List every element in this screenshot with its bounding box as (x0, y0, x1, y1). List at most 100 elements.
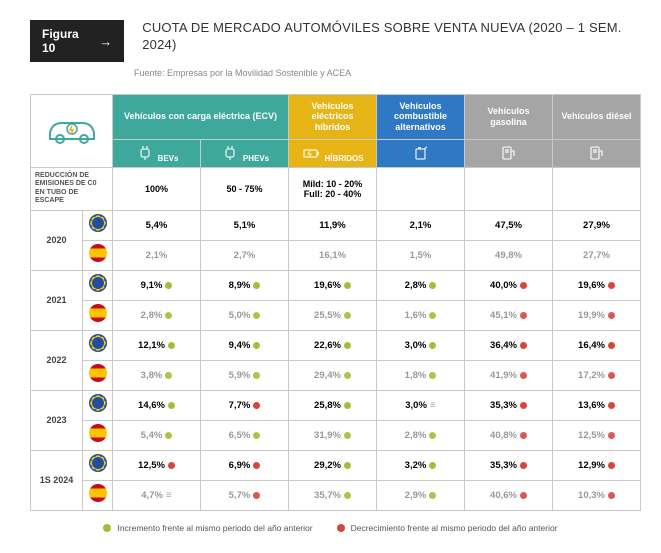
eu-flag-icon (89, 214, 107, 232)
year-label: 2023 (31, 390, 83, 450)
data-cell: 40,6% (465, 480, 553, 510)
dot-inc-icon (103, 524, 111, 532)
flag-cell (83, 330, 113, 360)
source-text: Fuente: Empresas por la Movilidad Sosten… (134, 68, 631, 80)
col-sub-bev: BEVs (113, 140, 201, 168)
data-cell: 13,6% (553, 390, 641, 420)
data-cell: 40,8% (465, 420, 553, 450)
table-row: 4,7%≡5,7%35,7%2,9%40,6%10,3% (31, 480, 641, 510)
data-cell: 2,1% (377, 210, 465, 240)
data-cell: 3,0%≡ (377, 390, 465, 420)
data-cell: 17,2% (553, 360, 641, 390)
data-cell: 1,6% (377, 300, 465, 330)
data-cell: 1,8% (377, 360, 465, 390)
data-cell: 12,9% (553, 450, 641, 480)
col-group-ecv: Vehículos con carga eléctrica (ECV) (113, 94, 289, 139)
data-cell: 2,8% (377, 420, 465, 450)
data-cell: 27,9% (553, 210, 641, 240)
es-flag-icon (89, 244, 107, 262)
data-cell: 14,6% (113, 390, 201, 420)
data-cell: 2,7% (201, 240, 289, 270)
col-group-hybrid: Vehículos eléctricos híbridos (289, 94, 377, 139)
eu-flag-icon (89, 274, 107, 292)
data-cell: 19,6% (553, 270, 641, 300)
year-label: 2021 (31, 270, 83, 330)
data-cell: 12,5% (553, 420, 641, 450)
data-cell: 5,4% (113, 210, 201, 240)
emissions-phev: 50 - 75% (201, 168, 289, 211)
emissions-label: REDUCCIÓN DE EMISIONES DE C0 EN TUBO DE … (31, 168, 113, 211)
flag-cell (83, 240, 113, 270)
table-row: 3,8%5,9%29,4%1,8%41,9%17,2% (31, 360, 641, 390)
data-cell: 22,6% (289, 330, 377, 360)
col-sub-phev: PHEVs (201, 140, 289, 168)
data-cell: 29,4% (289, 360, 377, 390)
data-cell: 35,3% (465, 390, 553, 420)
flag-cell (83, 360, 113, 390)
col-sub-gas (465, 140, 553, 168)
year-label: 1S 2024 (31, 450, 83, 510)
flag-cell (83, 480, 113, 510)
data-cell: 5,1% (201, 210, 289, 240)
col-group-diesel: Vehículos diésel (553, 94, 641, 139)
legend-dec: Decrecimiento frente al mismo periodo de… (337, 523, 558, 533)
flag-cell (83, 390, 113, 420)
flag-cell (83, 420, 113, 450)
es-flag-icon (89, 364, 107, 382)
data-cell: 4,7%≡ (113, 480, 201, 510)
flag-cell (83, 450, 113, 480)
data-cell: 10,3% (553, 480, 641, 510)
data-cell: 40,0% (465, 270, 553, 300)
data-cell: 5,4% (113, 420, 201, 450)
data-cell: 5,0% (201, 300, 289, 330)
emissions-bev: 100% (113, 168, 201, 211)
data-cell: 16,4% (553, 330, 641, 360)
data-cell: 12,1% (113, 330, 201, 360)
data-cell: 47,5% (465, 210, 553, 240)
data-cell: 2,9% (377, 480, 465, 510)
data-cell: 11,9% (289, 210, 377, 240)
es-flag-icon (89, 424, 107, 442)
data-cell: 8,9% (201, 270, 289, 300)
flag-cell (83, 210, 113, 240)
legend: Incremento frente al mismo periodo del a… (30, 523, 631, 533)
data-cell: 12,5% (113, 450, 201, 480)
data-cell: 6,5% (201, 420, 289, 450)
data-cell: 35,3% (465, 450, 553, 480)
data-cell: 36,4% (465, 330, 553, 360)
data-cell: 35,7% (289, 480, 377, 510)
arrow-icon: → (99, 34, 112, 49)
eu-flag-icon (89, 394, 107, 412)
data-cell: 5,9% (201, 360, 289, 390)
data-cell: 7,7% (201, 390, 289, 420)
data-cell: 1,5% (377, 240, 465, 270)
data-cell: 2,8% (377, 270, 465, 300)
figure-badge: Figura 10 → (30, 20, 124, 62)
chart-title: CUOTA DE MERCADO AUTOMÓVILES SOBRE VENTA… (142, 20, 631, 54)
data-cell: 41,9% (465, 360, 553, 390)
emissions-alt (377, 168, 465, 211)
col-group-alt: Vehículos combustible alternativos (377, 94, 465, 139)
table-row: 5,4%6,5%31,9%2,8%40,8%12,5% (31, 420, 641, 450)
es-flag-icon (89, 484, 107, 502)
data-cell: 2,8% (113, 300, 201, 330)
data-cell: 31,9% (289, 420, 377, 450)
data-cell: 49,8% (465, 240, 553, 270)
data-cell: 29,2% (289, 450, 377, 480)
emissions-hyb: Mild: 10 - 20%Full: 20 - 40% (289, 168, 377, 211)
year-label: 2020 (31, 210, 83, 270)
data-cell: 19,9% (553, 300, 641, 330)
table-row: 20205,4%5,1%11,9%2,1%47,5%27,9% (31, 210, 641, 240)
table-row: 2,1%2,7%16,1%1,5%49,8%27,7% (31, 240, 641, 270)
flag-cell (83, 270, 113, 300)
es-flag-icon (89, 304, 107, 322)
col-sub-alt (377, 140, 465, 168)
data-cell: 45,1% (465, 300, 553, 330)
eu-flag-icon (89, 334, 107, 352)
car-icon-cell (31, 94, 113, 167)
data-cell: 3,2% (377, 450, 465, 480)
data-cell: 6,9% (201, 450, 289, 480)
table-row: 202212,1%9,4%22,6%3,0%36,4%16,4% (31, 330, 641, 360)
data-cell: 25,8% (289, 390, 377, 420)
table-row: 20219,1%8,9%19,6%2,8%40,0%19,6% (31, 270, 641, 300)
